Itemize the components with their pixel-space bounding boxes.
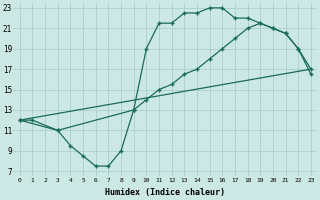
X-axis label: Humidex (Indice chaleur): Humidex (Indice chaleur)	[105, 188, 225, 197]
